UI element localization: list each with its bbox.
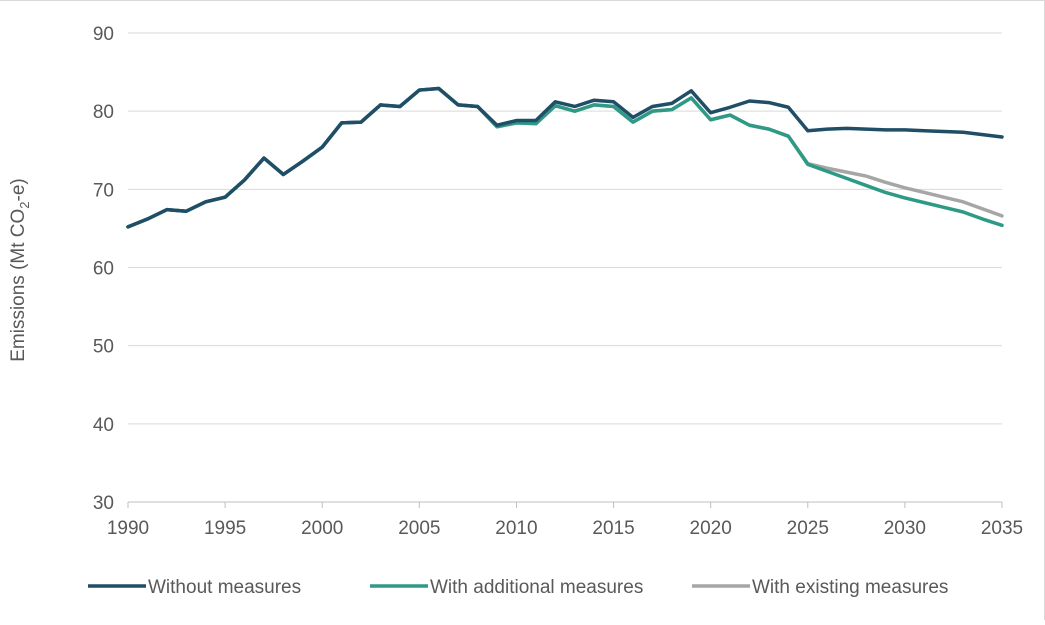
legend-label: With additional measures [430,577,643,598]
x-tick-label: 1990 [107,518,149,539]
y-tick-label: 90 [93,24,114,45]
x-tick-label: 2035 [981,518,1023,539]
y-tick-label: 30 [93,493,114,514]
y-tick-label: 80 [93,102,114,123]
x-tick-label: 2030 [884,518,926,539]
x-tick-label: 2000 [301,518,343,539]
x-tick-label: 2015 [592,518,634,539]
gridlines [128,32,1002,425]
x-tick-label: 1995 [204,518,246,539]
legend-label: Without measures [148,577,301,598]
series-line-with-additional-measures [126,86,1004,229]
legend: Without measures With additional measures… [88,577,948,598]
axes [127,501,1003,508]
x-tick-label: 2025 [787,518,829,539]
series-line-without-measures [126,86,1004,229]
y-tick-label: 50 [93,337,114,358]
frame-top-border [0,0,1045,1]
series-lines [126,86,1004,229]
x-tick-label: 2020 [690,518,732,539]
y-axis-title: Emissions (Mt CO2-e) [8,178,32,362]
x-tick-label: 2010 [495,518,537,539]
tick-labels: 30 40 50 60 70 80 90 1990 1995 2000 2005 2010 2015 20… [93,24,1023,539]
y-tick-label: 60 [93,259,114,280]
y-tick-label: 40 [93,415,114,436]
y-tick-label: 70 [93,180,114,201]
x-tick-label: 2005 [398,518,440,539]
legend-label: With existing measures [752,577,948,598]
